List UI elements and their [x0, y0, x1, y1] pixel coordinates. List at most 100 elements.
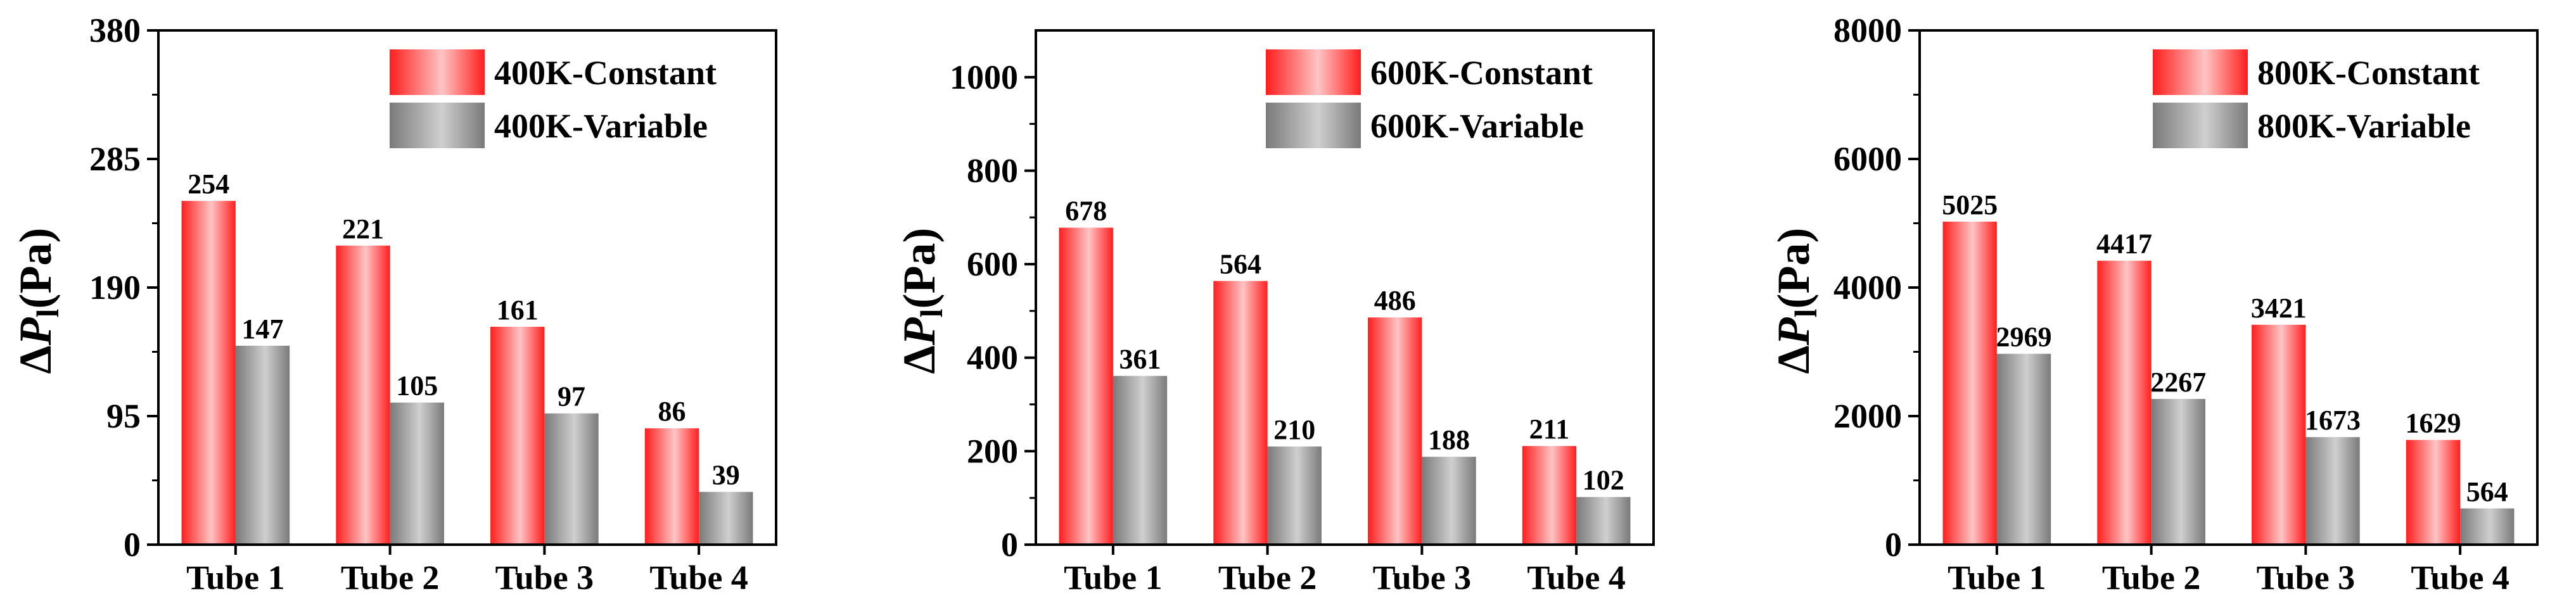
bar-variable [2460, 508, 2515, 545]
data-label-variable: 361 [1119, 344, 1161, 375]
legend-swatch-variable [1266, 103, 1361, 148]
data-label-constant: 678 [1065, 196, 1107, 227]
y-tick-label: 4000 [1833, 269, 1902, 307]
bar-variable [544, 413, 599, 545]
x-tick-label: Tube 2 [1218, 559, 1317, 597]
data-label-constant: 564 [1220, 249, 1261, 280]
axes-frame [1918, 29, 2539, 546]
legend-label-constant: 800K-Constant [2257, 54, 2480, 92]
y-tick-label: 8000 [1833, 11, 1902, 49]
bar-constant [2097, 260, 2152, 545]
axes-frame [157, 29, 777, 546]
data-label-variable: 188 [1428, 424, 1470, 455]
legend-label-variable: 400K-Variable [494, 107, 708, 145]
x-tick-label: Tube 1 [186, 559, 285, 597]
y-tick-label: 200 [967, 432, 1018, 470]
y-tick-label: 2000 [1833, 397, 1902, 435]
legend-label-constant: 400K-Constant [494, 54, 717, 92]
bar-variable [699, 491, 753, 545]
y-tick-label: 600 [967, 245, 1018, 283]
x-tick-label: Tube 4 [1527, 559, 1626, 597]
y-tick-label: 6000 [1833, 140, 1902, 178]
y-tick-label: 95 [106, 397, 141, 435]
x-tick-label: Tube 1 [1064, 559, 1163, 597]
y-tick-label: 400 [967, 339, 1018, 377]
bar-variable [1576, 497, 1631, 545]
bar-variable [2305, 437, 2360, 545]
y-axis-label: ΔPl(Pa) [1768, 228, 1823, 374]
bar-constant [644, 428, 699, 545]
data-label-constant: 254 [188, 168, 229, 200]
x-tick-label: Tube 4 [2411, 559, 2509, 597]
bar-constant [181, 201, 236, 545]
legend-label-variable: 800K-Variable [2257, 107, 2471, 145]
x-tick-label: Tube 4 [649, 559, 748, 597]
legend-swatch-variable [390, 103, 485, 148]
data-label-constant: 86 [658, 396, 685, 427]
data-label-constant: 161 [497, 294, 539, 326]
chart-panel-3: ΔPl(Pa) 5025 2969 Tube 1 4417 2267 Tube 2 3421… [1768, 11, 2539, 597]
plot-area: 5025 2969 Tube 1 4417 2267 Tube 2 3421 1673 Tube… [1833, 11, 2539, 597]
y-tick-label: 1000 [950, 58, 1018, 96]
data-label-constant: 4417 [2096, 229, 2152, 260]
data-label-variable: 564 [2466, 476, 2508, 507]
legend-swatch-constant [2153, 49, 2248, 95]
bar-variable [2151, 398, 2205, 545]
bar-constant [2252, 324, 2306, 545]
legend-label-variable: 600K-Variable [1370, 107, 1584, 145]
data-label-constant: 221 [342, 213, 384, 244]
bar-constant [1368, 317, 1422, 545]
y-tick-label: 0 [1885, 526, 1902, 564]
legend: 400K-Constant 400K-Variable [390, 49, 717, 148]
x-tick-label: Tube 3 [495, 559, 594, 597]
legend-swatch-constant [390, 49, 485, 95]
bar-variable [1996, 353, 2051, 545]
y-axis-label: ΔPl(Pa) [10, 228, 65, 374]
bar-variable [235, 345, 290, 545]
y-tick-label: 0 [124, 526, 141, 564]
chart-panel-1: ΔPl(Pa) 254 147 Tube 1 221 105 Tube 2 161 97 Tub… [10, 11, 777, 597]
bar-constant [1059, 227, 1113, 545]
data-label-variable: 2969 [1996, 322, 2052, 353]
bar-constant [1213, 281, 1268, 545]
data-label-variable: 39 [712, 460, 740, 491]
bar-constant [336, 245, 390, 545]
y-tick-label: 190 [89, 269, 141, 307]
data-label-constant: 211 [1529, 414, 1570, 445]
legend-swatch-constant [1266, 49, 1361, 95]
x-tick-label: Tube 2 [341, 559, 440, 597]
plot-area: 254 147 Tube 1 221 105 Tube 2 161 97 Tube 3 86 39 T… [89, 11, 777, 597]
chart-panel-2: ΔPl(Pa) 678 361 Tube 1 564 210 Tube 2 486 188 Tu… [894, 29, 1655, 597]
y-tick-label: 0 [1001, 526, 1018, 564]
data-label-constant: 486 [1374, 285, 1416, 316]
x-tick-label: Tube 1 [1948, 559, 2046, 597]
bar-variable [1422, 457, 1476, 545]
bar-constant [1942, 221, 1997, 545]
legend: 800K-Constant 800K-Variable [2153, 49, 2480, 148]
data-label-constant: 1629 [2405, 408, 2461, 439]
x-tick-label: Tube 3 [1373, 559, 1472, 597]
bar-variable [1267, 446, 1322, 545]
data-label-variable: 210 [1273, 414, 1315, 445]
legend-swatch-variable [2153, 103, 2248, 148]
data-label-constant: 3421 [2251, 293, 2307, 324]
axes-frame [1035, 29, 1655, 546]
data-label-variable: 147 [242, 314, 284, 345]
bar-variable [390, 402, 444, 545]
x-tick-label: Tube 2 [2102, 559, 2201, 597]
y-tick-label: 800 [967, 151, 1018, 189]
bar-variable [1113, 376, 1168, 545]
data-label-constant: 5025 [1942, 189, 1998, 220]
bar-constant [490, 326, 545, 545]
y-tick-label: 380 [89, 11, 141, 49]
data-label-variable: 1673 [2305, 405, 2361, 436]
x-tick-label: Tube 3 [2257, 559, 2356, 597]
plot-area: 678 361 Tube 1 564 210 Tube 2 486 188 Tube 3 211 1… [950, 29, 1655, 597]
data-label-variable: 102 [1583, 465, 1624, 496]
data-label-variable: 97 [558, 381, 585, 412]
data-label-variable: 105 [396, 370, 438, 402]
legend-label-constant: 600K-Constant [1370, 54, 1593, 92]
bar-constant [1522, 446, 1577, 545]
bar-constant [2406, 440, 2461, 545]
